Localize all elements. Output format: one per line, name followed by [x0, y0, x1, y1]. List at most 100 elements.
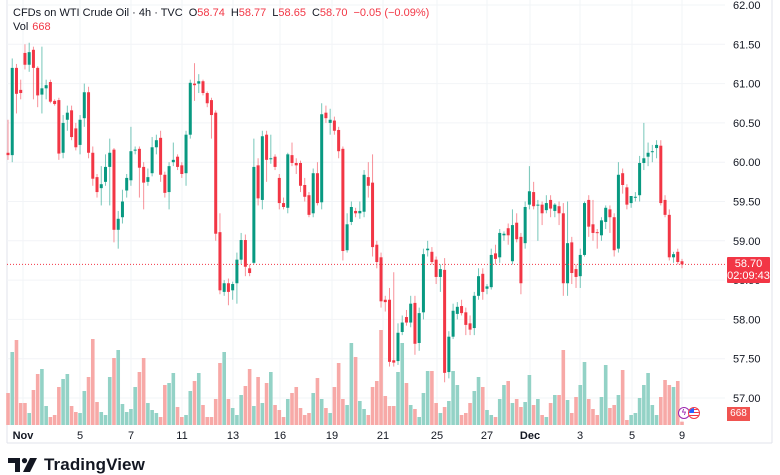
candle-body — [315, 173, 319, 204]
candle-body — [608, 209, 612, 218]
legend-change: −0.05 (−0.09%) — [353, 7, 430, 19]
time-axis-label: 11 — [176, 430, 187, 442]
candle-body — [6, 152, 10, 156]
candle-body — [510, 225, 514, 262]
volume-bar — [141, 358, 146, 425]
candle-body — [65, 112, 69, 120]
candle-body — [366, 177, 370, 186]
candle-body — [621, 173, 625, 185]
volume-bar — [366, 415, 371, 425]
volume-bar — [252, 406, 256, 425]
volume-bar — [40, 369, 44, 425]
volume-bar — [578, 385, 583, 425]
volume-bar — [523, 402, 527, 425]
volume-bar — [328, 413, 332, 425]
volume-bar — [120, 404, 125, 425]
candle-body — [260, 136, 264, 200]
volume-bar — [514, 399, 519, 425]
candle-body — [163, 174, 167, 193]
candle-body — [451, 310, 455, 337]
candle-body — [243, 240, 247, 267]
candle-body — [137, 148, 141, 168]
time-axis-label: 21 — [377, 430, 389, 442]
volume-bar — [451, 371, 455, 425]
candle-body — [61, 122, 65, 153]
candle-body — [78, 119, 82, 145]
volume-bar — [273, 405, 277, 425]
volume-bar — [455, 385, 460, 425]
volume-bar — [23, 403, 27, 425]
candle-body — [553, 204, 557, 211]
candle-body — [481, 273, 485, 292]
volume-bar — [493, 417, 498, 425]
candle-body — [646, 152, 650, 157]
volume-bar — [184, 415, 188, 425]
candle-body — [438, 269, 442, 277]
volume-bar — [341, 399, 345, 425]
price-axis-label: 57.50 — [733, 354, 761, 366]
candle-body — [337, 129, 341, 152]
candle-body — [103, 166, 107, 182]
volume-bar — [82, 391, 87, 425]
bar-countdown: 02:09:43 — [727, 270, 770, 282]
time-axis-label: 19 — [326, 430, 338, 442]
candle-body — [570, 242, 574, 274]
candle-body — [650, 151, 654, 153]
close-value: 58.70 — [319, 7, 348, 19]
time-axis-label: 9 — [679, 430, 685, 442]
lightning-icon[interactable]: ϟ — [678, 407, 690, 419]
volume-bar — [553, 395, 557, 425]
volume-bar — [646, 373, 650, 425]
tradingview-brand[interactable]: TradingView — [8, 455, 145, 475]
volume-bar — [256, 377, 260, 425]
volume-bar — [548, 403, 553, 425]
candle-body — [57, 100, 61, 154]
candle-body — [23, 52, 27, 65]
volume-bar — [608, 408, 612, 425]
volume-bar — [124, 412, 129, 425]
candle-body — [536, 204, 540, 206]
volume-bar — [430, 371, 434, 425]
candle-body — [146, 177, 150, 182]
us-flag-icon[interactable] — [688, 407, 700, 419]
candle-body — [70, 110, 74, 138]
candle-body — [27, 52, 31, 65]
volume-bar — [447, 401, 451, 425]
volume-bar — [290, 393, 294, 425]
time-axis-label: 5 — [629, 430, 635, 442]
volume-bar — [205, 417, 210, 425]
volume-bar — [319, 399, 324, 425]
volume-bar — [599, 397, 604, 425]
candle-body — [532, 192, 536, 207]
candle-body — [676, 251, 680, 263]
candle-body — [209, 100, 213, 116]
candle-body — [112, 149, 116, 230]
volume-bar — [107, 377, 112, 425]
volume-bar — [659, 397, 663, 425]
volume-bar — [358, 401, 362, 425]
volume-bar — [74, 412, 78, 425]
volume-bar — [307, 413, 311, 425]
volume-bar — [591, 409, 595, 425]
volume-bar — [201, 405, 205, 425]
candle-body — [616, 174, 620, 249]
volume-label[interactable]: Vol — [13, 21, 29, 33]
candle-body — [82, 92, 86, 119]
candle-body — [324, 112, 328, 119]
candle-body — [226, 283, 230, 292]
volume-bar — [544, 417, 549, 425]
volume-bar — [485, 410, 489, 425]
volume-bar — [400, 343, 405, 425]
tradingview-logo-icon — [8, 458, 37, 472]
candle-body — [150, 147, 154, 174]
price-axis-label: 60.50 — [733, 118, 761, 130]
volume-bar — [497, 399, 502, 425]
candle-body — [578, 254, 582, 277]
volume-bar — [383, 396, 388, 425]
symbol-title[interactable]: CFDs on WTI Crude Oil · 4h · TVC — [13, 7, 183, 19]
volume-bar — [370, 387, 375, 425]
candle-body — [629, 195, 633, 204]
candle-body — [184, 134, 188, 174]
time-axis-label: 5 — [77, 430, 83, 442]
